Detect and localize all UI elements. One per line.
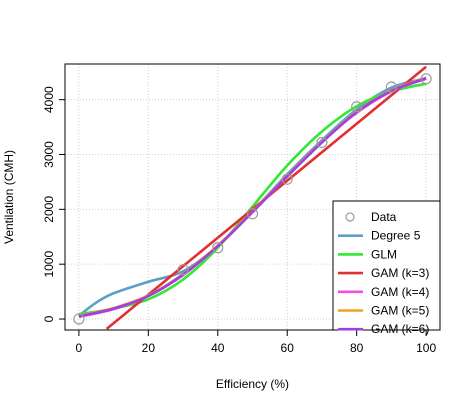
data-points [73, 73, 432, 325]
series-line-5 [78, 77, 427, 318]
data-point [177, 264, 189, 276]
x-tick-label: 40 [211, 341, 225, 355]
legend-label-points: Data [371, 210, 397, 224]
x-tick-label: 20 [142, 341, 156, 355]
data-point [281, 173, 293, 185]
legend-box [332, 200, 441, 331]
y-tick-label: 3000 [42, 141, 56, 168]
x-tick-label: 100 [416, 341, 436, 355]
y-tick-label: 4000 [42, 86, 56, 113]
legend-label-4: GAM (k=5) [371, 304, 429, 318]
legend-label-5: GAM (k=6) [371, 322, 429, 336]
data-point [385, 81, 397, 93]
series-lines [78, 65, 427, 330]
x-axis: 0 20 40 60 80 100 [76, 330, 436, 355]
data-point [316, 136, 328, 149]
x-axis-label: Efficiency (%) [216, 377, 289, 391]
x-tick-label: 60 [281, 341, 295, 355]
y-tick-label: 2000 [42, 196, 56, 223]
legend-key-points [345, 212, 355, 222]
data-point [73, 313, 85, 325]
legend-label-3: GAM (k=4) [371, 285, 429, 299]
legend-label-2: GAM (k=3) [371, 266, 429, 280]
y-tick-label: 0 [42, 315, 56, 322]
x-tick-label: 80 [350, 341, 364, 355]
y-tick-label: 1000 [42, 251, 56, 278]
plot-frame [64, 63, 441, 331]
data-point [212, 242, 224, 254]
y-axis-label: Ventilation (CMH) [2, 150, 16, 244]
x-tick-label: 0 [76, 341, 83, 355]
y-axis: 0 1000 2000 3000 4000 [42, 86, 65, 322]
legend-label-1: GLM [371, 247, 397, 261]
data-point [351, 101, 363, 113]
legend: Data Degree 5 GLM GAM (k=3) GAM (k=4) GAM (k=… [332, 200, 441, 336]
data-point [420, 73, 432, 85]
legend-label-0: Degree 5 [371, 229, 421, 243]
data-point [246, 208, 259, 220]
